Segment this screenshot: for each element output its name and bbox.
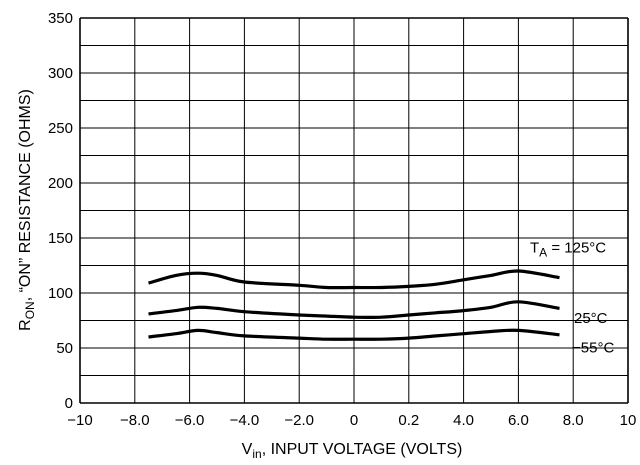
x-axis-ticks: −10 −8.0 −6.0 −4.0 −2.0 0 0.2 4.0 6.0 8.0 10 bbox=[67, 412, 636, 429]
y-tick-label: 50 bbox=[56, 340, 73, 357]
y-axis-label: RON, “ON” RESISTANCE (OHMS) bbox=[17, 89, 37, 331]
series-25c-line bbox=[148, 300, 560, 320]
y-tick-label: 0 bbox=[65, 395, 73, 412]
x-tick-label: 8.0 bbox=[563, 412, 584, 429]
y-tick-label: 350 bbox=[48, 10, 73, 27]
y-tick-label: 200 bbox=[48, 175, 73, 192]
x-tick-label: −10 bbox=[67, 412, 92, 429]
y-axis-ticks: 0 50 100 150 200 250 300 350 bbox=[48, 10, 73, 412]
grid bbox=[79, 17, 629, 404]
y-tick-label: 300 bbox=[48, 65, 73, 82]
x-tick-label: 4.0 bbox=[453, 412, 474, 429]
x-tick-label: −8.0 bbox=[120, 412, 150, 429]
y-tick-label: 100 bbox=[48, 285, 73, 302]
series-25c-label: 25°C bbox=[574, 310, 608, 327]
series-neg55c-label: −55°C bbox=[572, 340, 614, 357]
x-tick-label: 0.2 bbox=[398, 412, 419, 429]
series-125c-label: TA = 125°C bbox=[530, 239, 606, 259]
x-tick-label: −4.0 bbox=[230, 412, 260, 429]
x-tick-label: 0 bbox=[350, 412, 358, 429]
x-tick-label: −2.0 bbox=[284, 412, 314, 429]
x-tick-label: −6.0 bbox=[175, 412, 205, 429]
series-neg55c-line bbox=[148, 328, 560, 341]
series-group: TA = 125°C 25°C −55°C bbox=[148, 239, 614, 357]
y-tick-label: 250 bbox=[48, 120, 73, 137]
x-tick-label: 10 bbox=[620, 412, 637, 429]
x-tick-label: 6.0 bbox=[508, 412, 529, 429]
series-125c-line bbox=[148, 269, 560, 290]
y-tick-label: 150 bbox=[48, 230, 73, 247]
x-axis-label: Vin, INPUT VOLTAGE (VOLTS) bbox=[242, 441, 463, 461]
